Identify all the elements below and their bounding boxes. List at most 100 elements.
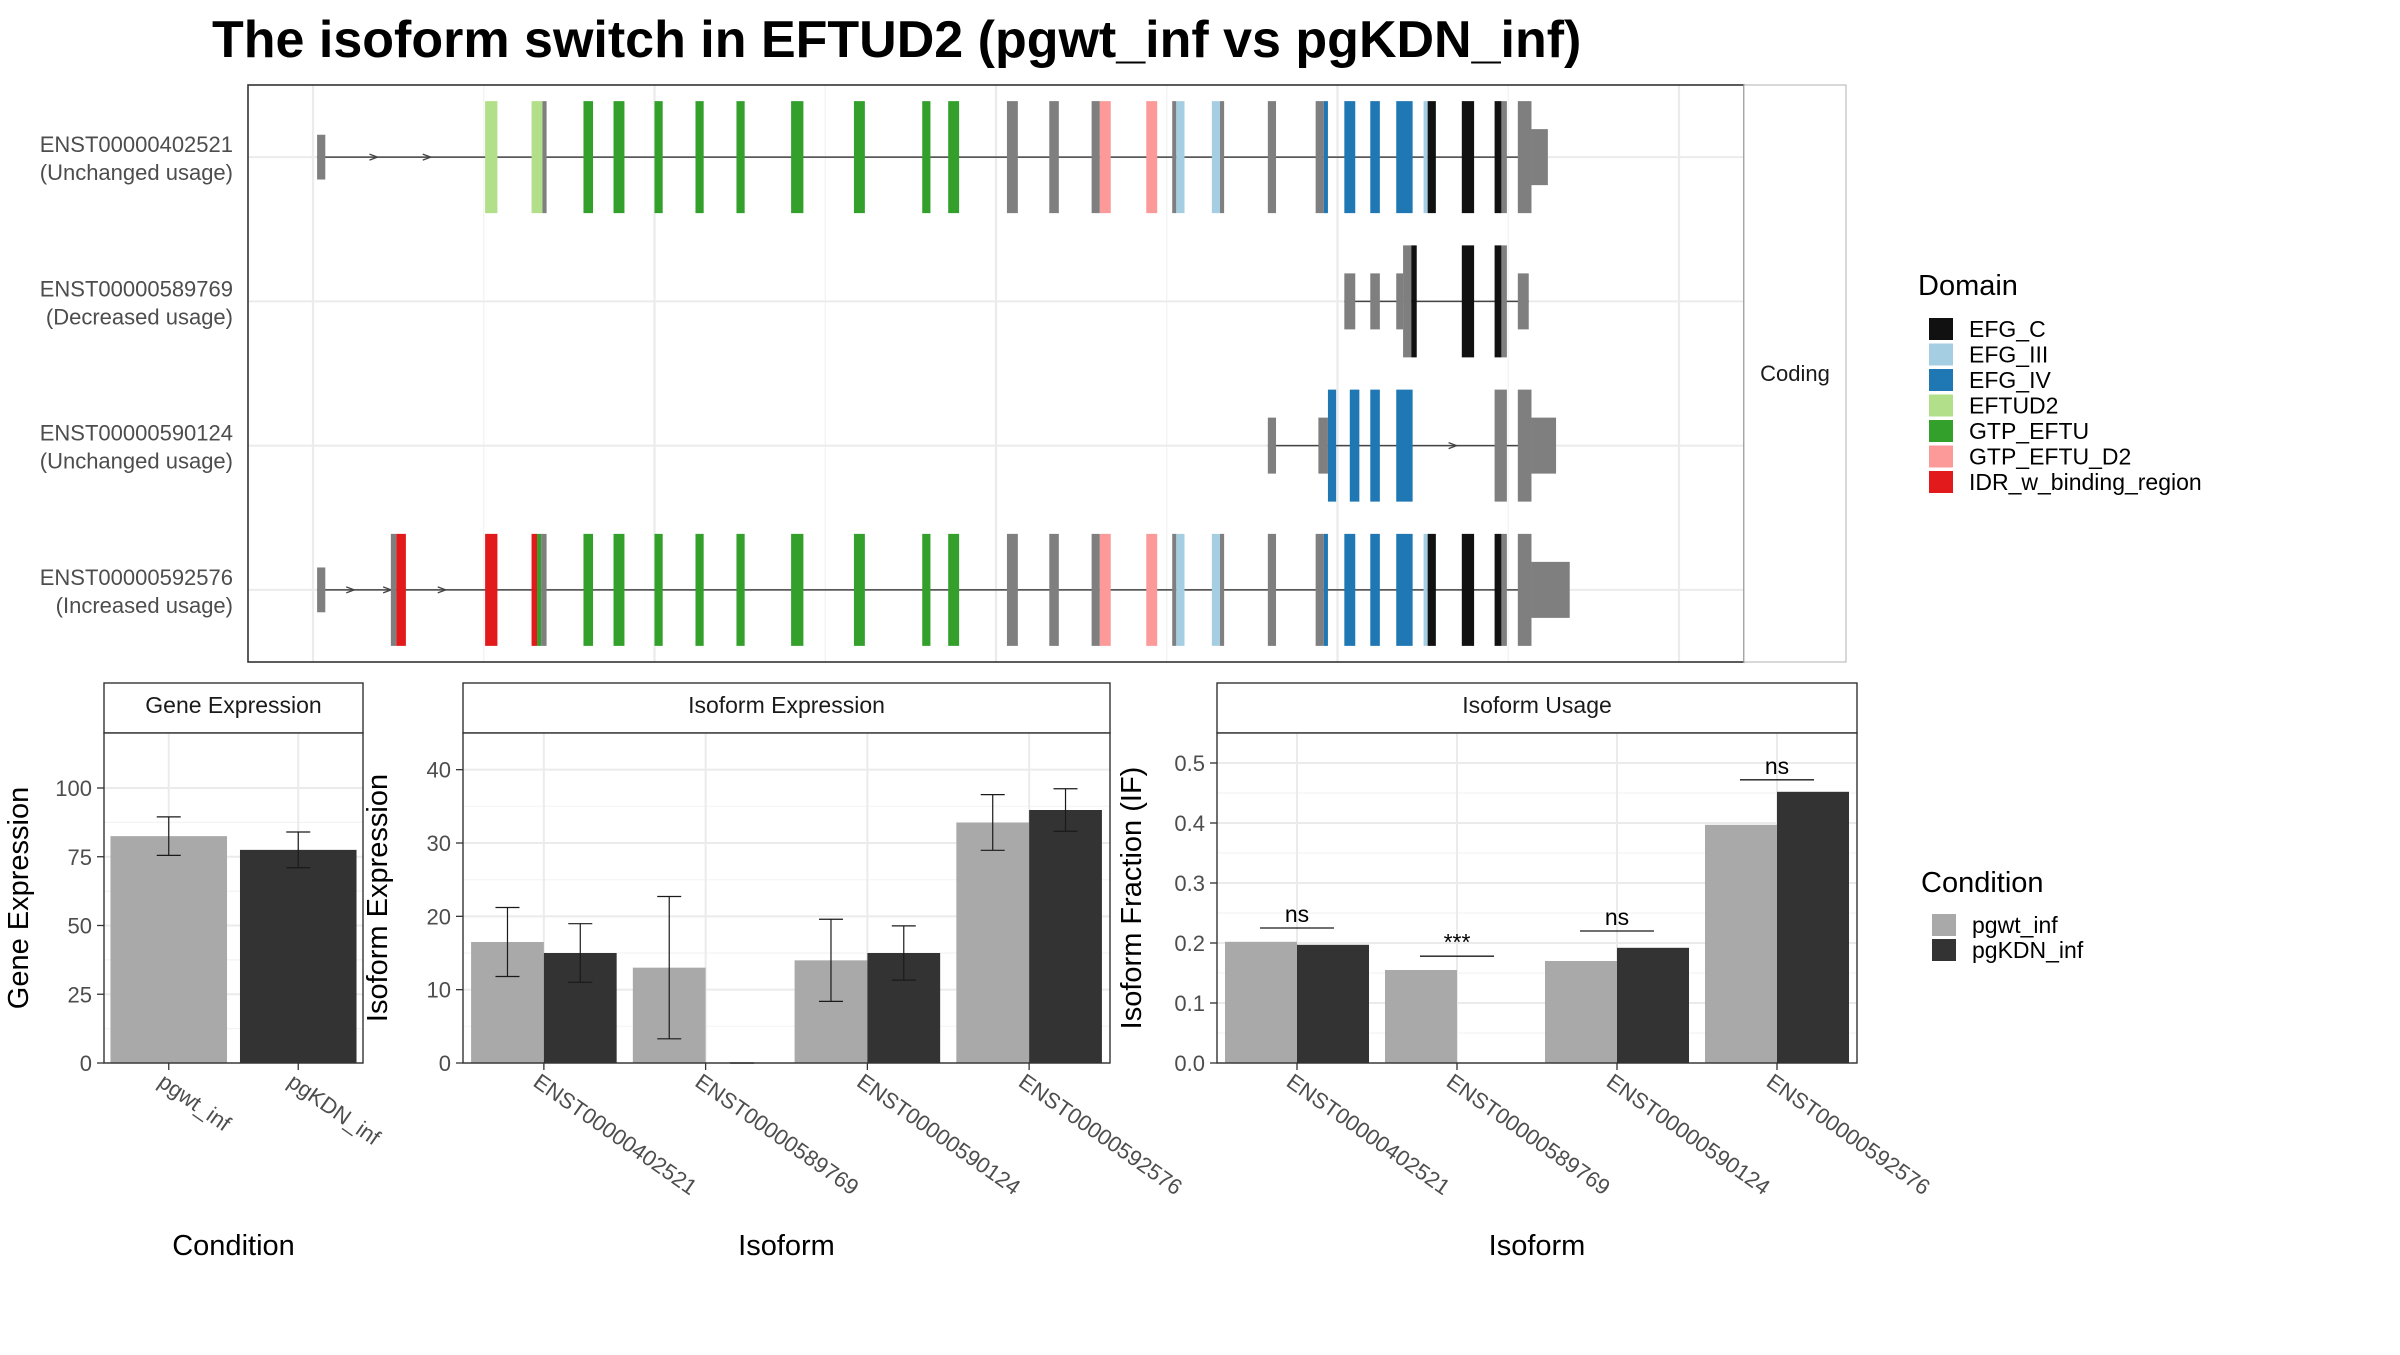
domain-legend-label: EFG_IV <box>1969 367 2051 393</box>
domain-legend-label: IDR_w_binding_region <box>1969 469 2202 495</box>
significance-label: ns <box>1765 753 1789 779</box>
exon-block <box>1501 533 1507 646</box>
transcript-track <box>317 533 1570 646</box>
domain-legend-label: GTP_EFTU_D2 <box>1969 444 2131 470</box>
panel-strip-title: Gene Expression <box>145 692 321 718</box>
isoform-usage-panel: Isoform Usage ns *** ns ns 0.0 0.1 0.2 0.3 0.4 0.5… <box>1116 682 1935 1262</box>
exon-block <box>542 101 547 214</box>
exon-block <box>1267 533 1277 646</box>
panel-strip <box>462 682 1111 734</box>
exon-block <box>1327 389 1337 502</box>
x-tick-label: ENST00000590124 <box>1602 1069 1775 1200</box>
exon-block <box>613 533 625 646</box>
bar <box>1029 810 1102 1063</box>
exon-block <box>1517 533 1532 646</box>
panel-strip <box>1216 682 1858 734</box>
exon-block <box>1427 101 1436 214</box>
transcript-usage-label: (Decreased usage) <box>46 304 233 329</box>
exon-block <box>791 533 804 646</box>
exon-block <box>1323 533 1328 646</box>
significance-label: *** <box>1444 929 1471 955</box>
exon-block <box>1344 101 1356 214</box>
panel-strip-title: Isoform Expression <box>688 692 885 718</box>
exon-block <box>1423 101 1428 214</box>
exon-block <box>1099 533 1111 646</box>
y-tick-label: 0.0 <box>1174 1051 1205 1076</box>
exon-block <box>1220 101 1225 214</box>
exon-block <box>1344 533 1356 646</box>
exon-block <box>1049 101 1059 214</box>
transcript-usage-label: (Increased usage) <box>56 593 233 618</box>
domain-legend-items: EFG_CEFG_IIIEFG_IVEFTUD2GTP_EFTUGTP_EFTU… <box>1929 316 2202 495</box>
direction-arrow <box>369 153 380 161</box>
exon-block <box>1403 245 1412 358</box>
exon-block <box>1517 101 1532 214</box>
transcript-labels: ENST00000402521 (Unchanged usage) ENST0000… <box>40 132 233 618</box>
y-tick-label: 0.3 <box>1174 871 1205 896</box>
panel-border <box>103 732 364 1064</box>
domain-legend-label: GTP_EFTU <box>1969 418 2089 444</box>
exon-block <box>390 533 397 646</box>
y-tick-label: 10 <box>427 978 451 1003</box>
exon-block <box>948 101 960 214</box>
direction-arrow <box>422 153 433 161</box>
exon-block <box>1531 561 1570 618</box>
transcript-tracks <box>317 101 1570 646</box>
x-tick-label: ENST00000590124 <box>853 1069 1026 1200</box>
x-tick-label: ENST00000592576 <box>1014 1069 1187 1200</box>
exon-block <box>317 134 326 180</box>
significance-label: ns <box>1285 901 1309 927</box>
y-tick-label: 50 <box>68 914 92 939</box>
exon-block <box>1461 533 1475 646</box>
y-tick-label: 20 <box>427 904 451 929</box>
x-tick-label: pgwt_inf <box>154 1069 236 1137</box>
transcript-track <box>317 101 1548 214</box>
domain-legend-swatch <box>1929 445 1953 468</box>
domain-legend-swatch <box>1929 420 1953 442</box>
y-tick-label: 30 <box>427 831 451 856</box>
exon-block <box>541 533 547 646</box>
exon-block <box>1423 533 1428 646</box>
exon-block <box>1501 245 1507 358</box>
transcript-usage-label: (Unchanged usage) <box>40 160 233 185</box>
panel-strip <box>103 682 364 734</box>
x-axis-title: Isoform <box>1489 1230 1586 1262</box>
bar <box>1617 947 1689 1063</box>
exon-block <box>537 533 542 646</box>
exon-block <box>922 101 931 214</box>
exon-block <box>1494 533 1502 646</box>
exon-block <box>1267 101 1277 214</box>
direction-arrow <box>437 586 448 594</box>
domain-legend-label: EFTUD2 <box>1969 393 2058 419</box>
exon-block <box>853 101 865 214</box>
exon-block <box>922 533 931 646</box>
y-tick-label: 0.4 <box>1174 811 1205 836</box>
exon-block <box>1172 101 1177 214</box>
exon-block <box>791 101 804 214</box>
exon-block <box>1211 533 1221 646</box>
exon-block <box>1006 101 1018 214</box>
exon-block <box>1318 417 1328 474</box>
exon-block <box>654 101 663 214</box>
exon-block <box>1461 245 1475 358</box>
exon-block <box>531 533 538 646</box>
bar <box>1385 970 1457 1063</box>
exon-block <box>613 101 625 214</box>
condition-legend-swatch <box>1932 914 1956 936</box>
domain-legend-swatch <box>1929 369 1953 391</box>
x-tick-label: ENST00000402521 <box>1282 1069 1455 1200</box>
exon-block <box>736 533 745 646</box>
exon-block <box>1494 245 1502 358</box>
y-axis-title: Gene Expression <box>3 787 35 1009</box>
exon-block <box>1494 101 1502 214</box>
exon-block <box>695 101 704 214</box>
exon-block <box>317 567 326 613</box>
exon-block <box>853 533 865 646</box>
exon-block <box>1172 533 1177 646</box>
panel-strip-title: Isoform Usage <box>1462 692 1612 718</box>
condition-legend-swatch <box>1932 939 1956 961</box>
exon-block <box>1494 389 1507 502</box>
domain-legend-swatch <box>1929 343 1953 366</box>
